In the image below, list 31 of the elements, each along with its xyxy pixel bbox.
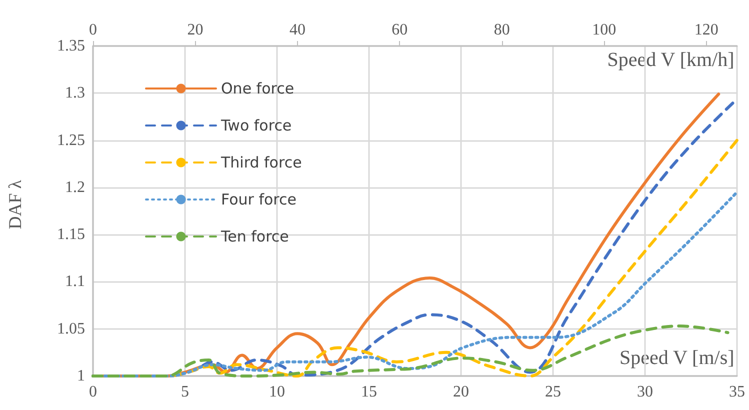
legend-label: Ten force xyxy=(220,228,289,246)
y-axis-title: DAF λ xyxy=(5,180,25,230)
x2-tick-label: 40 xyxy=(289,22,306,38)
legend-label: Third force xyxy=(220,154,302,172)
legend-label: One force xyxy=(221,80,294,98)
x-tick-label: 5 xyxy=(181,384,189,400)
x2-tick-label: 80 xyxy=(494,22,510,38)
y-tick-label: 1.05 xyxy=(57,320,85,338)
x2-tick-label: 100 xyxy=(592,22,616,38)
x2-tick-label: 0 xyxy=(89,22,97,38)
x-tick-label: 0 xyxy=(89,384,97,400)
y-tick-label: 1.1 xyxy=(65,273,85,290)
y-tick-label: 1.15 xyxy=(57,226,85,244)
x-tick-label: 20 xyxy=(453,384,469,400)
y-tick-label: 1.2 xyxy=(65,178,85,196)
x-tick-label: 35 xyxy=(729,384,745,400)
legend-label: Two force xyxy=(220,116,292,134)
x-axis-title: Speed V [m/s] xyxy=(619,347,734,369)
x2-tick-label: 60 xyxy=(392,22,408,38)
y-tick-label: 1 xyxy=(77,368,85,384)
legend-label: Four force xyxy=(221,190,296,208)
x-tick-label: 25 xyxy=(545,384,561,400)
x-tick-label: 10 xyxy=(269,384,285,400)
y-tick-label: 1.25 xyxy=(57,132,85,149)
x2-axis-title: Speed V [km/h] xyxy=(607,49,734,71)
x-tick-label: 15 xyxy=(361,384,377,400)
x2-tick-label: 120 xyxy=(694,22,718,38)
x-tick-label: 30 xyxy=(637,384,653,400)
y-tick-label: 1.3 xyxy=(65,84,85,102)
y-tick-label: 1.35 xyxy=(57,38,85,54)
x2-tick-label: 20 xyxy=(187,22,204,38)
